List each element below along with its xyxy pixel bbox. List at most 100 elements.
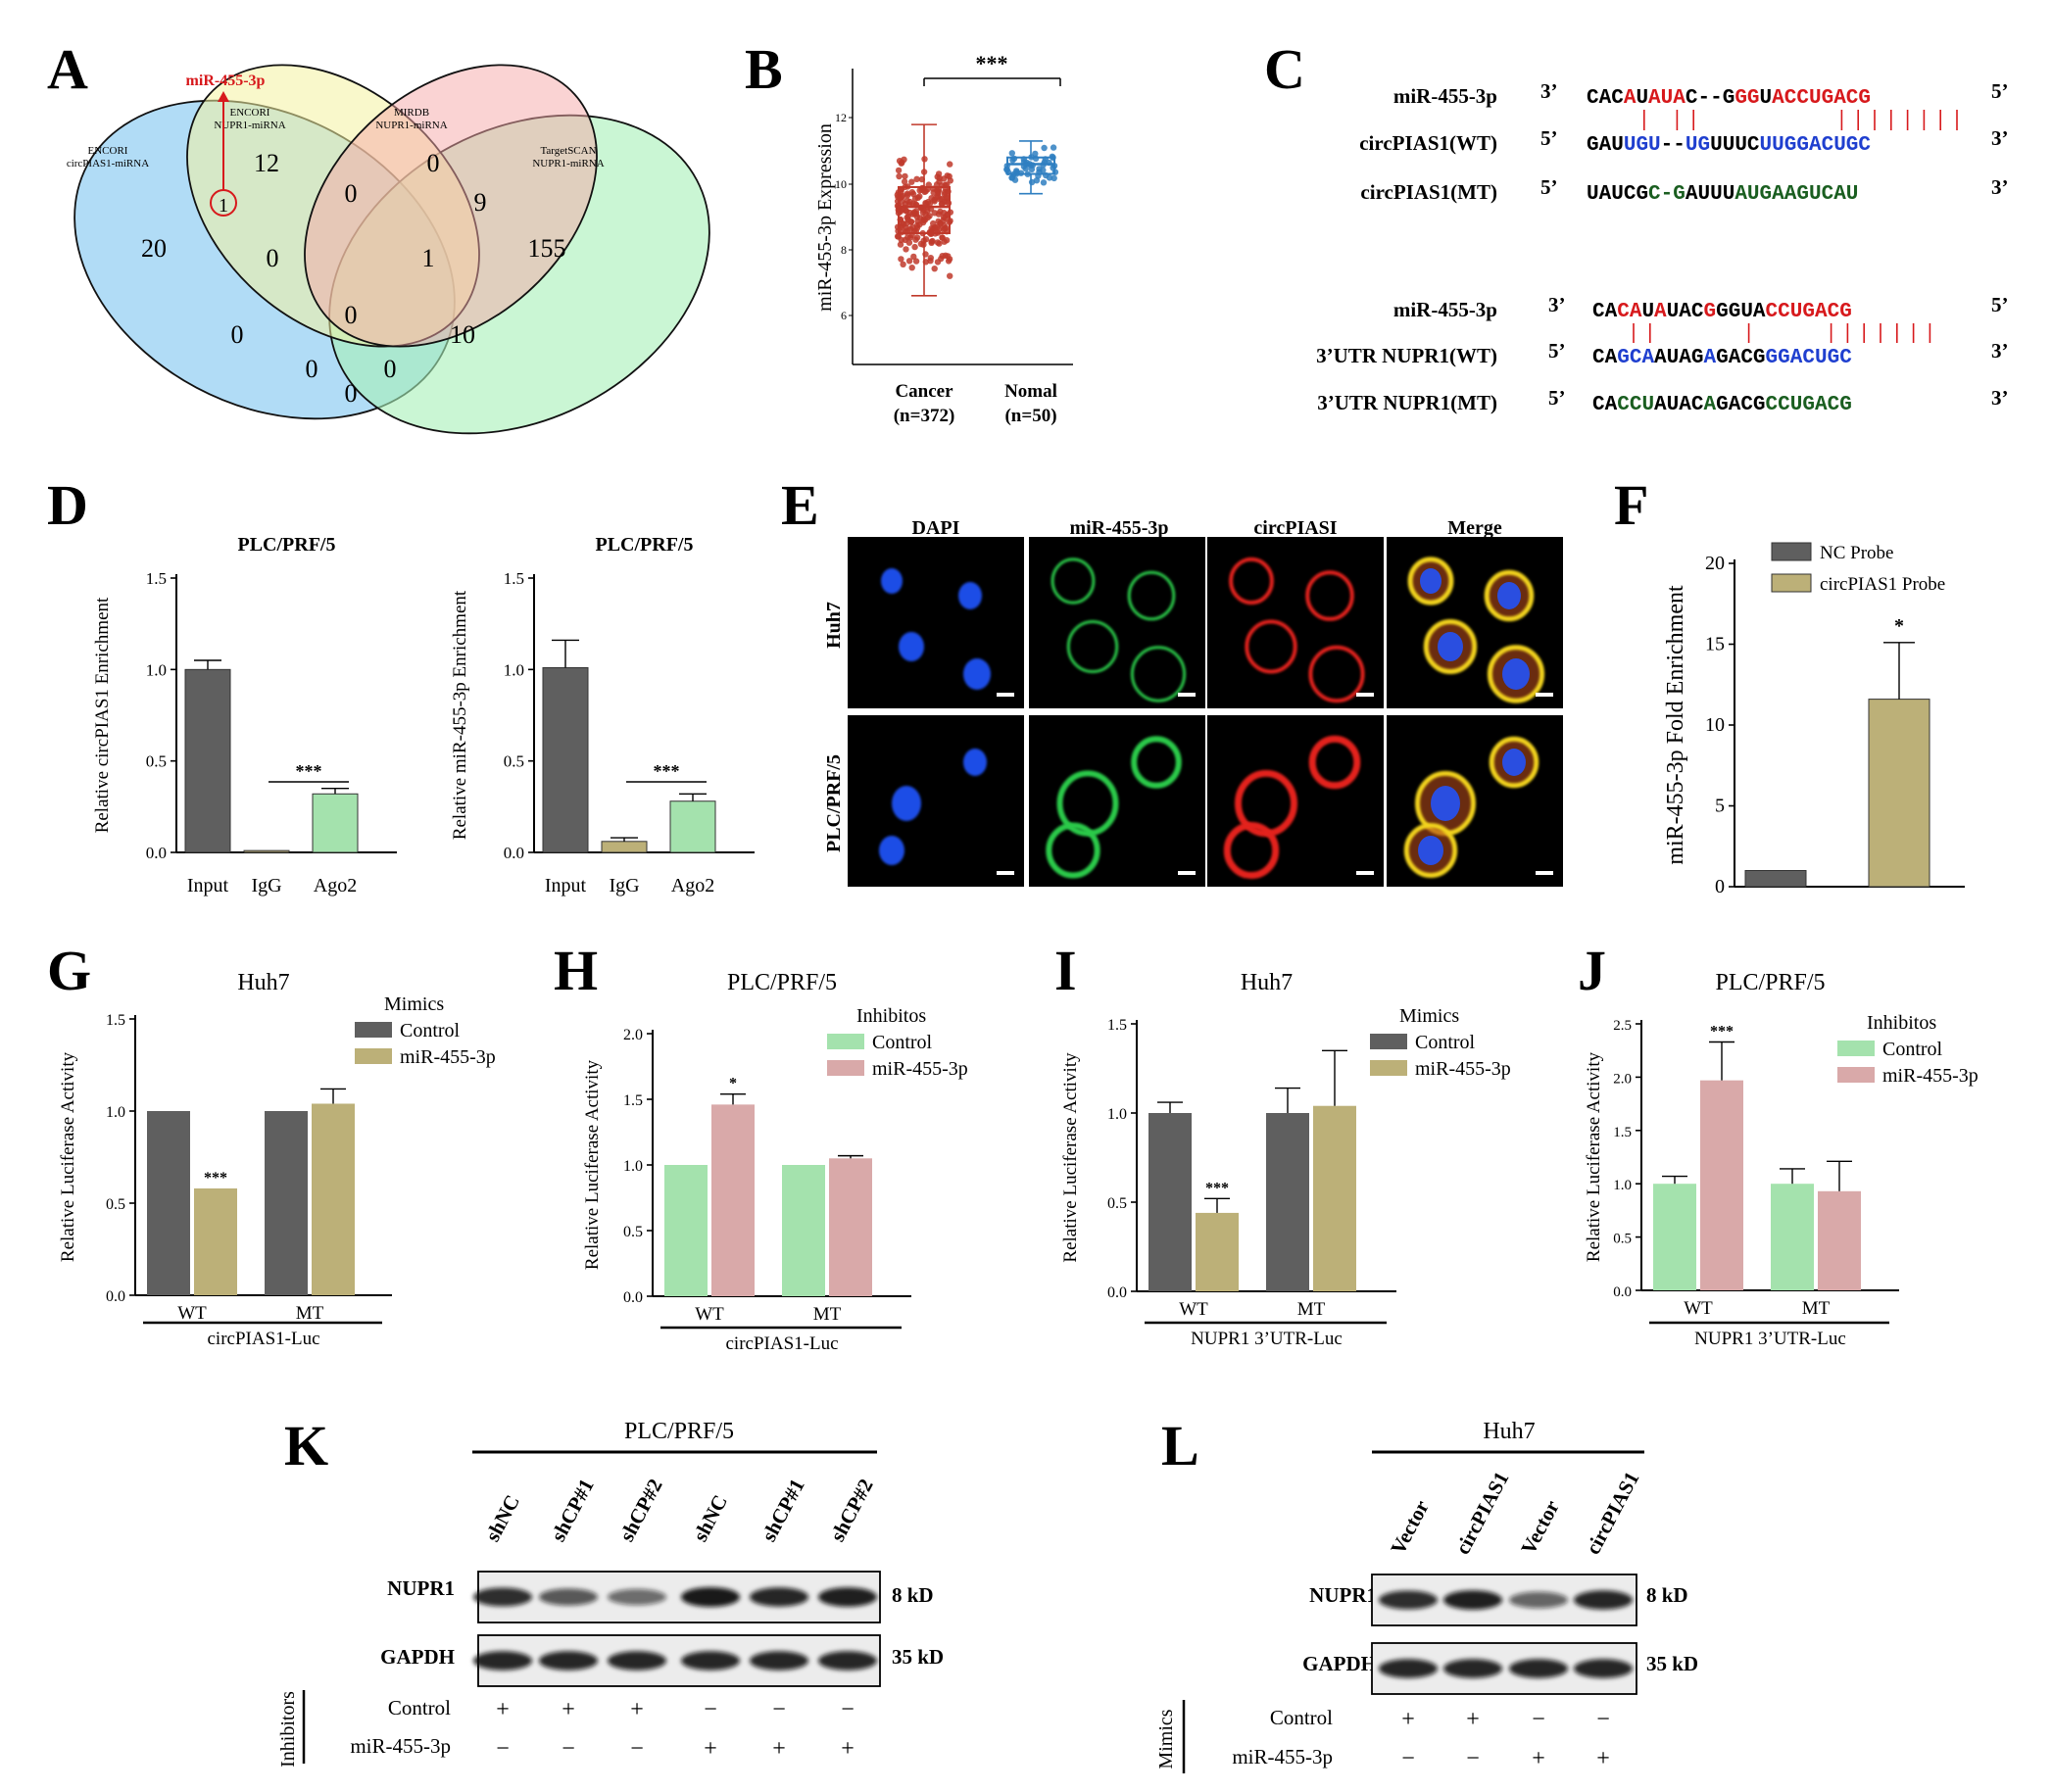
treatment-mark: +	[841, 1736, 855, 1762]
venn-set-4-line1: TargetSCAN	[540, 145, 596, 157]
venn-diagram: ENCORI circPIAS1-miRNA ENCORI NUPR1-miRN…	[67, 64, 710, 435]
boxplot-chart: 12 10 8 6 miR-455-3p Expression *** Canc…	[814, 51, 1073, 426]
venn-count: 0	[267, 244, 279, 272]
treatment-mark: +	[772, 1736, 786, 1762]
blot-band-name: GAPDH	[1302, 1652, 1377, 1675]
legend-swatch	[1771, 573, 1812, 593]
legend-label: Control	[872, 1032, 933, 1053]
legend-swatch	[827, 1060, 864, 1076]
boxplot-point	[1010, 155, 1018, 163]
x-tick-label: MT	[1802, 1298, 1831, 1319]
blot-band	[750, 1651, 808, 1671]
fish-col-label: miR-455-3p	[1069, 517, 1168, 539]
scale-bar	[1536, 693, 1553, 697]
fish-image-grid: DAPI miR-455-3p circPIASI Merge Huh7 PLC…	[823, 517, 1563, 887]
legend-swatch	[1370, 1034, 1407, 1049]
treatment-group-label: Inhibitors	[277, 1691, 299, 1768]
legend-label: circPIAS1 Probe	[1820, 574, 1945, 595]
fish-image	[1029, 715, 1205, 887]
venn-highlight-label: miR-455-3p	[186, 73, 266, 89]
treatment-mark: −	[1596, 1707, 1610, 1732]
boxplot-point	[933, 194, 940, 201]
boxplot-point	[931, 210, 938, 217]
legend-swatch	[827, 1034, 864, 1049]
blot-band	[608, 1651, 666, 1671]
boxplot-point	[947, 272, 953, 279]
boxplot-point	[913, 175, 920, 182]
blot-band	[473, 1651, 532, 1671]
venn-set-3	[304, 64, 598, 348]
legend-label: Control	[1882, 1039, 1943, 1060]
boxplot-tick: 6	[841, 309, 847, 322]
scale-bar	[997, 693, 1014, 697]
bar	[194, 1187, 237, 1295]
chart-f: 0 5 10 15 20 miR-455-3p Fold Enrichment NC Pro…	[1663, 542, 1965, 897]
blot-cell-line: Huh7	[1483, 1419, 1535, 1444]
seq-end-right: 5’	[1991, 293, 2009, 316]
scale-bar	[1356, 693, 1374, 697]
x-tick-label: MT	[1297, 1299, 1326, 1320]
treatment-mark: −	[841, 1697, 855, 1722]
y-tick-label: 0.5	[1107, 1195, 1127, 1212]
boxplot-point	[940, 218, 947, 224]
fish-image	[1207, 537, 1384, 708]
boxplot-point	[898, 256, 904, 263]
seq-end-right: 3’	[1991, 339, 2009, 363]
fish-image	[1387, 715, 1563, 887]
bar	[669, 800, 716, 853]
bar	[1266, 1113, 1309, 1291]
boxplot-point	[910, 209, 918, 216]
chart-g: 0.0 0.5 1.0 1.5 Huh7 Relative Luciferase Acti…	[58, 970, 496, 1349]
bar	[1771, 1184, 1814, 1290]
group-label: NUPR1 3’UTR-Luc	[1694, 1329, 1846, 1349]
boxplot-point	[1008, 150, 1016, 157]
boxplot-point	[935, 218, 942, 225]
blot-band-name: NUPR1	[1309, 1583, 1377, 1607]
legend-label: Control	[400, 1020, 461, 1041]
boxplot-point	[939, 234, 946, 241]
chart-h: 0.0 0.5 1.0 1.5 2.0 PLC/PRF/5 Relative Lucifer…	[582, 970, 968, 1354]
y-tick-label: 10	[1705, 714, 1725, 736]
treatment-row-label: Control	[388, 1696, 451, 1719]
legend-swatch	[1837, 1067, 1875, 1083]
boxplot-point	[1050, 174, 1057, 182]
group-label: circPIAS1-Luc	[725, 1333, 838, 1354]
y-tick-label: 2.0	[623, 1027, 643, 1043]
y-tick-label: 0.5	[504, 752, 524, 771]
x-tick-label: MT	[813, 1304, 842, 1325]
bar	[664, 1165, 708, 1296]
bar	[1313, 1105, 1356, 1291]
boxplot-point	[914, 194, 921, 201]
boxplot-point	[901, 178, 908, 185]
y-tick-label: 1.5	[504, 569, 524, 588]
treatment-mark: −	[772, 1697, 786, 1722]
bar	[1196, 1212, 1239, 1291]
boxplot-point	[905, 239, 913, 246]
legend-title: Mimics	[384, 993, 444, 1015]
legend-title: Mimics	[1399, 1005, 1459, 1027]
y-tick-label: 0.0	[1613, 1284, 1632, 1300]
y-tick-label: 0.5	[106, 1196, 125, 1213]
fish-row-label: Huh7	[823, 602, 845, 649]
y-tick-label: 20	[1705, 553, 1725, 574]
venn-set-1-line2: circPIAS1-miRNA	[67, 158, 149, 170]
x-tick-label: Input	[545, 875, 587, 896]
y-tick-label: 0.0	[1107, 1284, 1127, 1301]
significance-mark: ***	[654, 761, 680, 781]
legend-swatch	[1370, 1060, 1407, 1076]
chart-d1: 0.0 0.5 1.0 1.5 PLC/PRF/5 Relative circPIAS1 …	[92, 534, 397, 896]
y-tick-label: 0.0	[623, 1289, 643, 1306]
significance-mark: *	[1894, 615, 1904, 637]
y-tick-label: 0	[1715, 876, 1725, 897]
venn-set-4-line2: NUPR1-miRNA	[532, 158, 604, 170]
legend-label: miR-455-3p	[1415, 1058, 1511, 1080]
panel-label-f: F	[1614, 473, 1648, 537]
seq-end-right: 5’	[1991, 79, 2009, 103]
legend-title: Inhibitos	[856, 1005, 926, 1027]
seq-mirna-2: CACAUAUACGGGUACCUGACG	[1592, 301, 1852, 323]
box-normal	[1003, 140, 1059, 195]
y-tick-label: 0.0	[504, 844, 524, 862]
seq-end-right: 3’	[1991, 386, 2009, 410]
y-tick-label: 1.5	[623, 1092, 643, 1109]
significance-mark: ***	[1205, 1180, 1229, 1196]
